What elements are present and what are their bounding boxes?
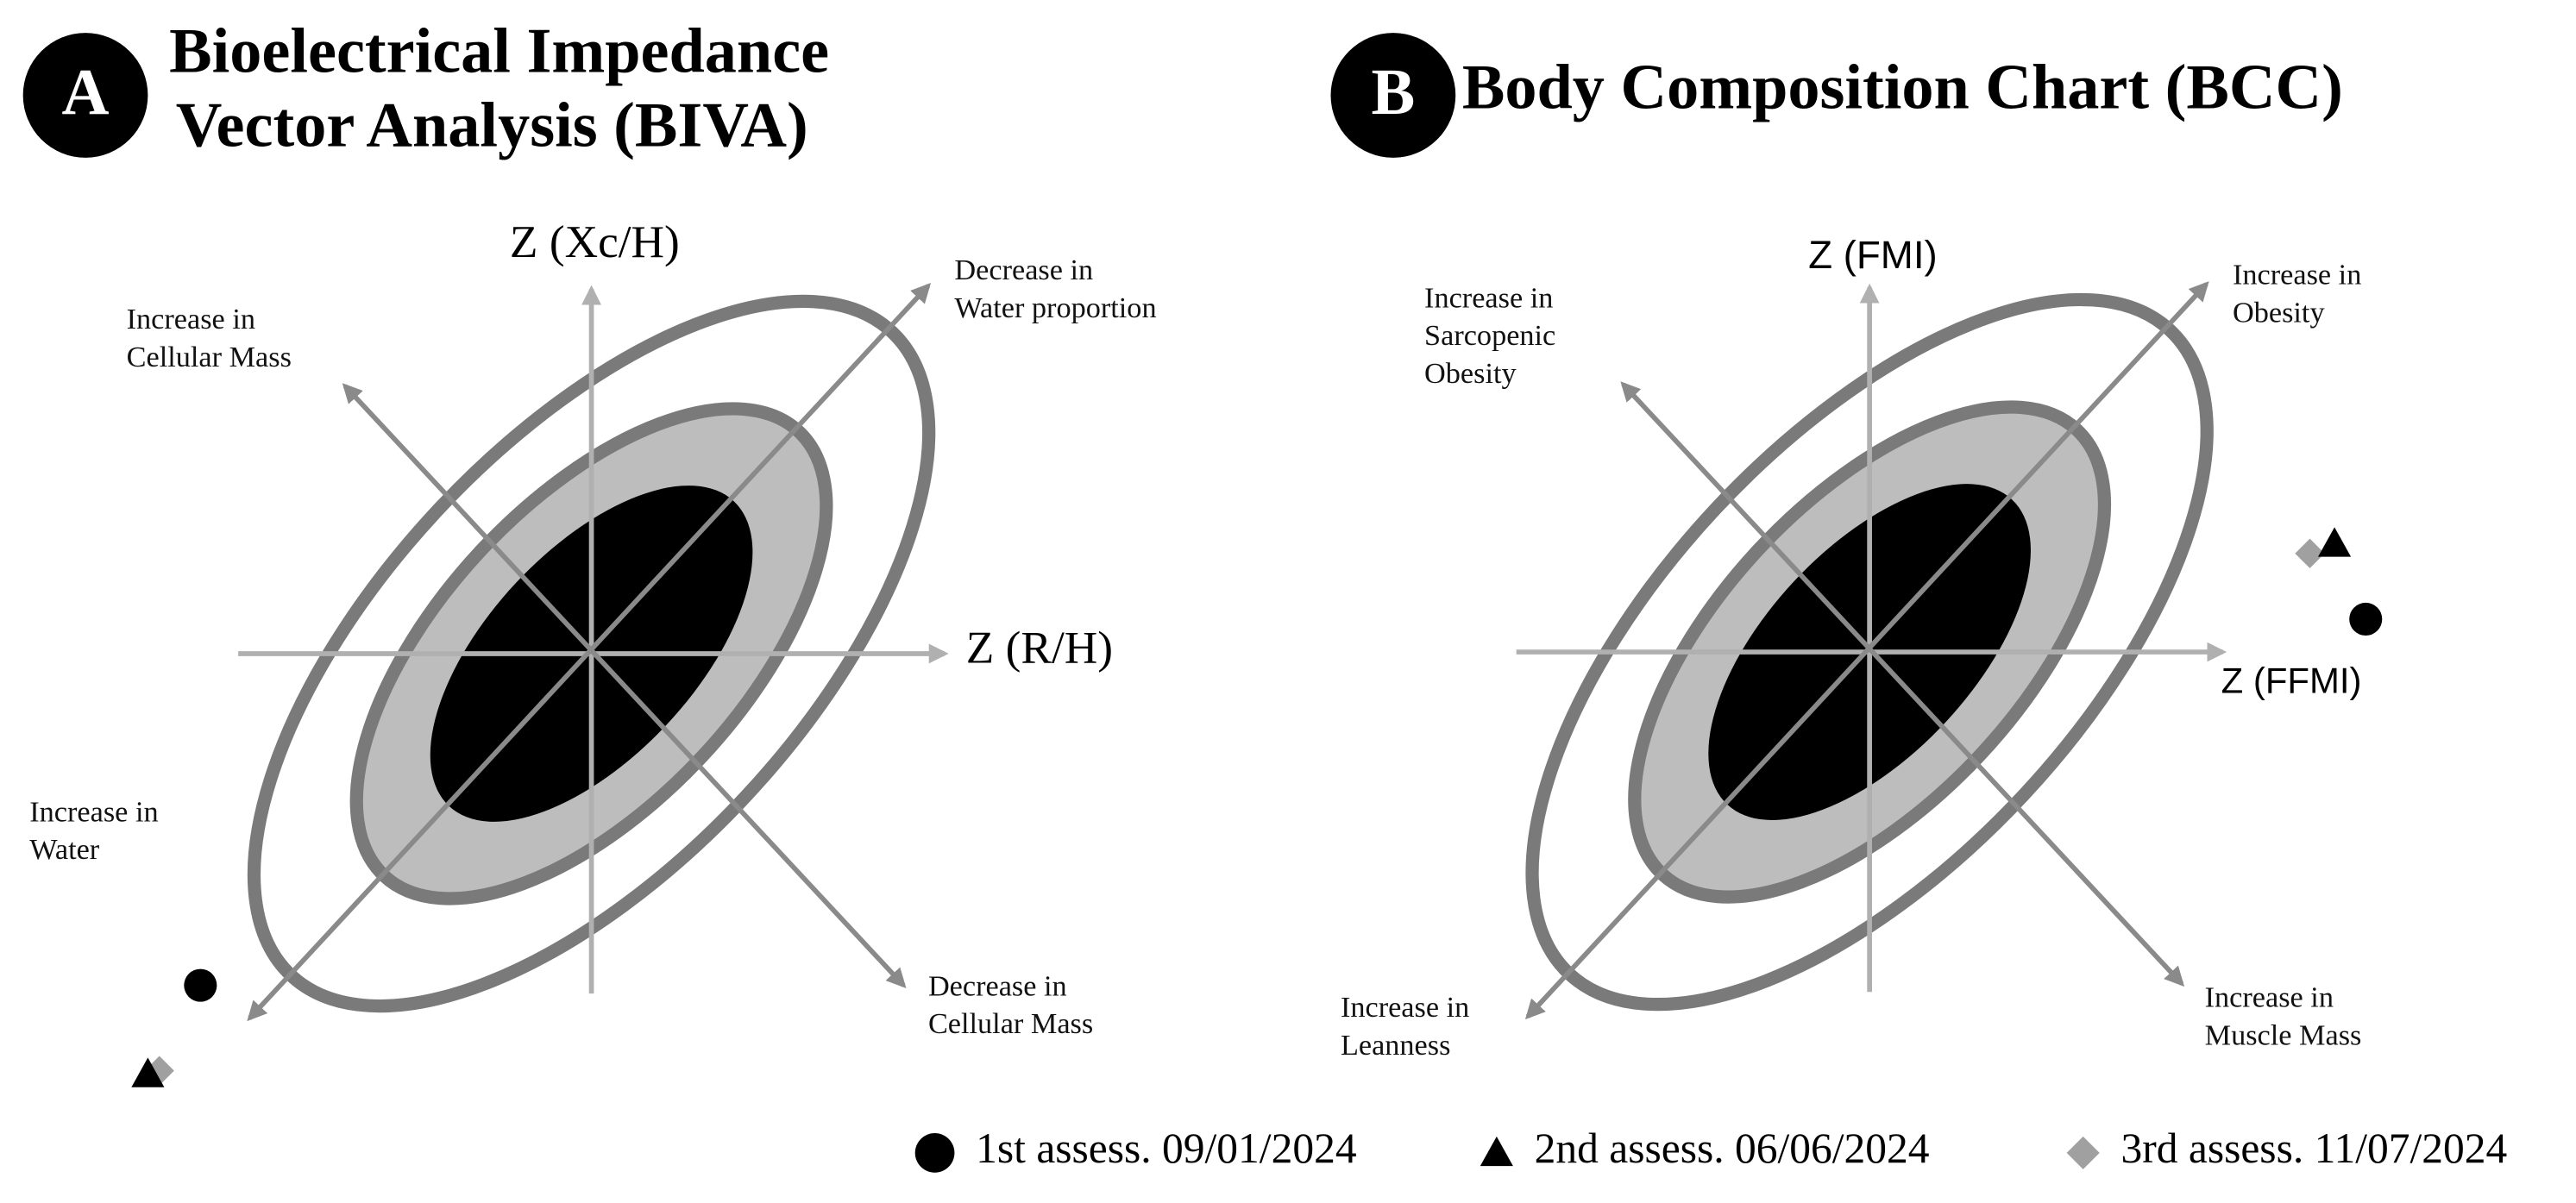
annotation: Decrease in <box>928 969 1067 1002</box>
annotation: Increase in <box>2205 981 2334 1014</box>
panel-title: Vector Analysis (BIVA) <box>176 90 808 160</box>
panel-title: Bioelectrical Impedance <box>169 16 829 87</box>
y-axis-label: Z (FMI) <box>1808 233 1938 277</box>
annotation: Increase in <box>1341 991 1469 1024</box>
annotation: Water <box>29 833 100 866</box>
annotation: Sarcopenic <box>1424 319 1555 352</box>
marker-circle <box>914 1133 955 1173</box>
annotation: Muscle Mass <box>2205 1018 2362 1051</box>
annotation: Obesity <box>2233 297 2325 329</box>
marker-triangle <box>1480 1136 1513 1167</box>
annotation: Leanness <box>1341 1029 1451 1062</box>
x-axis-label: Z (FFMI) <box>2221 660 2362 700</box>
annotation: Increase in <box>29 795 158 828</box>
legend-label: 1st assess. 09/01/2024 <box>976 1125 1356 1172</box>
x-axis-label: Z (R/H) <box>966 621 1113 673</box>
panel-badge <box>22 33 148 158</box>
annotation: Obesity <box>1424 357 1517 390</box>
diagonal <box>342 383 907 988</box>
marker-diamond <box>2066 1136 2100 1169</box>
panel-letter: A <box>62 56 110 128</box>
marker-triangle <box>2318 527 2352 557</box>
marker-triangle <box>131 1057 165 1087</box>
annotation: Increase in <box>1424 281 1553 314</box>
marker-circle <box>2349 602 2383 636</box>
panel-title: Body Composition Chart (BCC) <box>1462 53 2343 123</box>
panel-letter: B <box>1371 56 1415 128</box>
annotation: Cellular Mass <box>127 341 292 373</box>
marker-diamond <box>2295 538 2325 568</box>
diagonal <box>1620 381 2185 987</box>
annotation: Decrease in <box>954 254 1093 286</box>
marker-circle <box>184 968 217 1002</box>
legend-label: 3rd assess. 11/07/2024 <box>2120 1125 2507 1172</box>
annotation: Cellular Mass <box>928 1007 1093 1040</box>
annotation: Increase in <box>2233 259 2361 291</box>
panel-badge <box>1330 33 1456 158</box>
legend-label: 2nd assess. 06/06/2024 <box>1535 1125 1930 1172</box>
annotation: Increase in <box>127 303 255 335</box>
y-axis-label: Z (Xc/H) <box>510 216 680 267</box>
annotation: Water proportion <box>954 291 1156 324</box>
